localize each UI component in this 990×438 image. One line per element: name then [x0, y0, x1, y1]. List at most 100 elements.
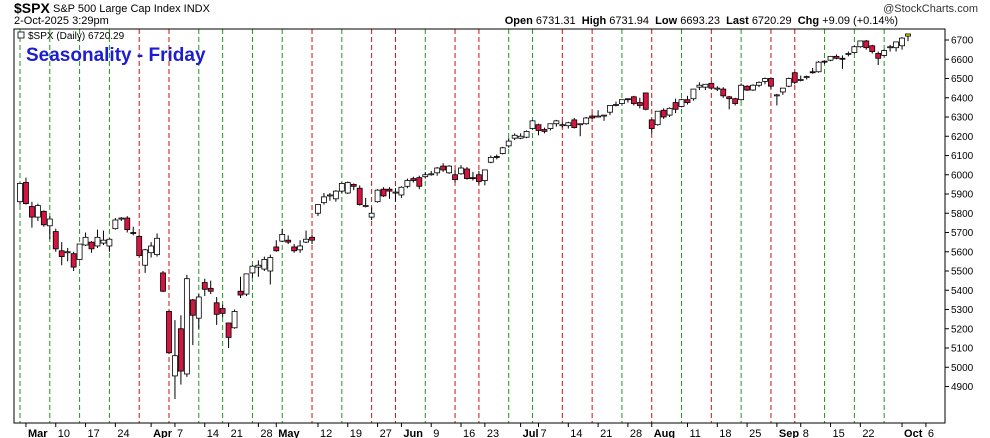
- y-tick-label: 6000: [951, 170, 974, 181]
- candle-body: [52, 231, 59, 250]
- low-label: Low: [655, 15, 678, 27]
- x-tick-label: 27: [380, 428, 392, 438]
- candle: [332, 190, 339, 202]
- high-value: 6731.94: [609, 15, 650, 27]
- candle-body: [857, 40, 864, 48]
- candle-body: [517, 135, 524, 139]
- y-tick-label: 6400: [951, 93, 974, 104]
- candle-body: [893, 41, 899, 49]
- x-tick-label: 21: [600, 428, 612, 438]
- x-tick-label: 10: [58, 428, 70, 438]
- candle-body: [40, 210, 47, 226]
- candle-body: [23, 182, 29, 205]
- candle: [23, 177, 29, 205]
- candle-body: [702, 83, 709, 88]
- candle-body: [332, 190, 339, 200]
- x-tick-label: Apr: [153, 428, 173, 438]
- candle: [881, 49, 888, 57]
- candle: [100, 230, 107, 246]
- candle: [720, 87, 727, 98]
- candle: [255, 260, 262, 277]
- candle: [779, 87, 786, 95]
- x-tick-label: 7: [540, 428, 546, 438]
- candle-body: [327, 194, 333, 197]
- candle-body: [654, 110, 661, 126]
- candle: [231, 309, 238, 329]
- y-tick-label: 5900: [951, 190, 974, 201]
- candle: [553, 119, 560, 127]
- candle-body: [690, 88, 697, 100]
- candle: [446, 165, 453, 174]
- candle-body: [666, 107, 673, 116]
- candle-body: [356, 187, 363, 205]
- candle-body: [291, 246, 298, 252]
- low-value: 6693.23: [680, 15, 720, 27]
- candle: [493, 154, 500, 160]
- candle: [619, 99, 625, 105]
- x-tick-label: 23: [487, 428, 499, 438]
- candle: [261, 256, 268, 271]
- candle-body: [225, 322, 232, 338]
- candle-body: [487, 157, 494, 163]
- y-tick-label: 5100: [951, 344, 974, 355]
- candle: [613, 101, 619, 107]
- candle: [869, 44, 876, 54]
- candle: [285, 235, 292, 245]
- chg-value: +9.09 (+0.14%): [822, 15, 898, 27]
- y-tick-label: 6100: [951, 151, 974, 162]
- candle: [172, 320, 178, 400]
- candle-body: [350, 183, 357, 187]
- candle-body: [428, 173, 435, 176]
- candle: [654, 110, 661, 126]
- candle: [422, 171, 429, 179]
- candle: [827, 55, 834, 62]
- x-tick-label: 6: [928, 428, 934, 438]
- candle-body: [172, 355, 178, 377]
- candle: [154, 233, 160, 257]
- candle: [52, 228, 59, 252]
- candle-body: [46, 218, 53, 227]
- candle: [541, 127, 548, 134]
- x-tick-label: May: [278, 428, 300, 438]
- candle: [189, 298, 196, 346]
- x-tick-label: 18: [719, 428, 731, 438]
- candle-body: [178, 328, 184, 372]
- candle-body: [642, 92, 649, 110]
- candle: [773, 93, 780, 106]
- candle: [857, 40, 864, 48]
- candles-layer: [17, 33, 911, 400]
- candle-body: [899, 37, 905, 47]
- stockcharts-brand: @StockCharts.com: [883, 3, 978, 15]
- candle: [535, 123, 542, 136]
- candle: [201, 278, 208, 297]
- y-tick-label: 5400: [951, 286, 974, 297]
- candle: [702, 83, 709, 91]
- candle: [523, 130, 530, 139]
- candle-body: [201, 282, 208, 290]
- y-tick-label: 6300: [951, 113, 974, 124]
- candle: [243, 273, 250, 297]
- candle-body: [166, 311, 172, 354]
- candle-body: [106, 238, 113, 247]
- x-tick-label: 22: [862, 428, 874, 438]
- candle: [136, 234, 143, 257]
- candle: [178, 315, 184, 385]
- y-tick-label: 6700: [951, 36, 974, 47]
- candle-body: [750, 84, 756, 91]
- index-name-label: S&P 500 Large Cap Index INDX: [53, 3, 210, 15]
- candle-body: [416, 177, 423, 187]
- candle-body: [446, 165, 453, 174]
- candle: [660, 108, 667, 119]
- candle: [428, 170, 435, 176]
- candle-body: [863, 40, 870, 49]
- x-tick-label: 21: [231, 428, 243, 438]
- candle: [219, 304, 226, 318]
- candle: [738, 83, 745, 101]
- candle-body: [94, 236, 101, 247]
- candle: [344, 181, 351, 194]
- candle: [899, 37, 905, 50]
- candle: [410, 176, 417, 183]
- candle: [452, 169, 458, 183]
- y-tick-label: 5000: [951, 363, 974, 374]
